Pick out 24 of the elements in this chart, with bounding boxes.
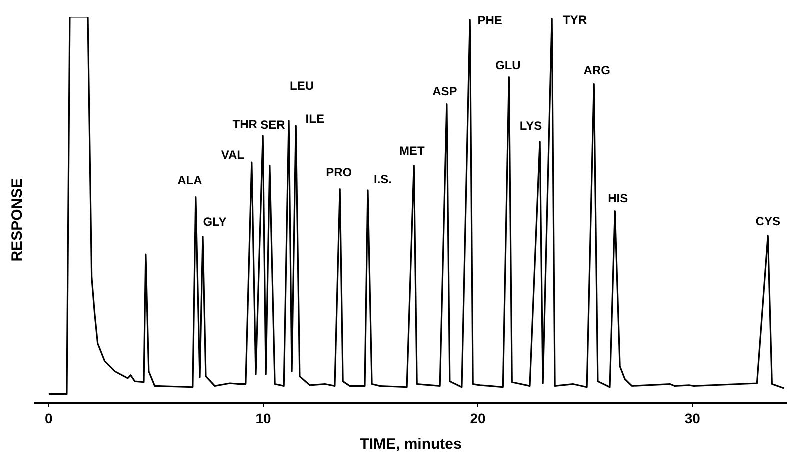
annotation: ARG <box>584 64 610 78</box>
x-axis-title: TIME, minutes <box>360 436 462 454</box>
annotation: HIS <box>608 192 628 206</box>
annotation: SER <box>260 118 286 132</box>
annotation: MET <box>399 144 426 158</box>
y-axis-title: RESPONSE <box>9 178 26 262</box>
annotation: I.S. <box>374 172 392 187</box>
annotation: LEU <box>290 79 314 94</box>
x-tick-label: 30 <box>684 410 701 426</box>
annotation: PHE <box>478 13 502 28</box>
x-tick-label: 20 <box>470 410 486 426</box>
annotation: ASP <box>432 84 458 99</box>
annotation: PRO <box>326 166 352 180</box>
x-tick-label: 10 <box>256 410 272 426</box>
x-tick-label: 0 <box>45 410 54 426</box>
annotation: GLU <box>495 58 521 73</box>
annotation: TYR <box>563 13 588 28</box>
annotation: LYS <box>520 119 542 134</box>
annotation: VAL <box>221 148 244 162</box>
annotation: GLY <box>203 215 227 230</box>
annotation: ALA <box>178 174 203 188</box>
annotation: CYS <box>756 214 780 228</box>
annotation: ILE <box>306 112 324 126</box>
annotation: THR <box>232 117 258 132</box>
